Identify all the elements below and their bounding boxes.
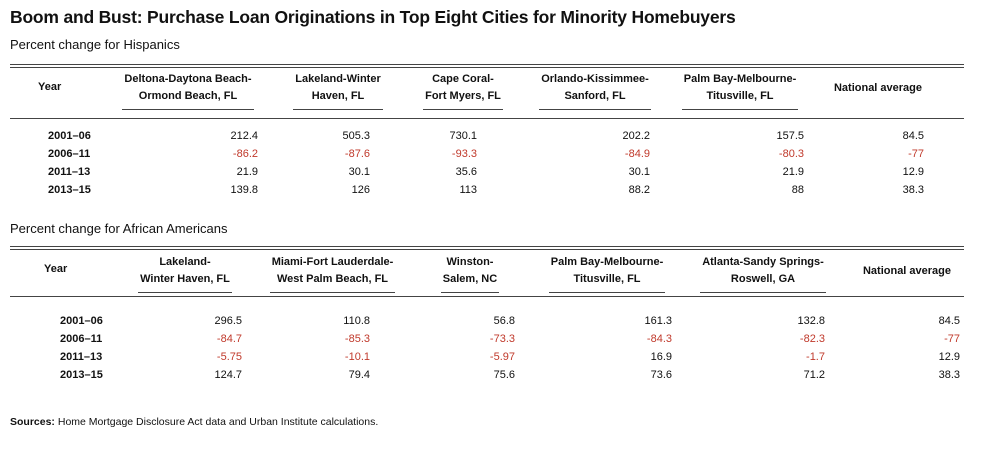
table1-cell: 12.9 (902, 166, 924, 178)
table1-year-header: Year (38, 81, 62, 93)
table1-col-header-6: National average (833, 82, 923, 94)
table1-cell: 202.2 (622, 130, 650, 142)
table1-cell: 35.6 (455, 166, 477, 178)
table2-cell: 296.5 (214, 315, 242, 327)
table1-col-header-2: Lakeland-Winter Haven, FL (278, 71, 398, 110)
table2-col-header-4: Palm Bay-Melbourne- Titusville, FL (537, 254, 677, 293)
table1-cell: -93.3 (451, 148, 477, 160)
table1-cell: -77 (908, 148, 924, 160)
table1-cell: -80.3 (778, 148, 804, 160)
table1-cell: -87.6 (344, 148, 370, 160)
table2-cell: -77 (944, 333, 960, 345)
table2-col-header-3: Winston- Salem, NC (415, 254, 525, 293)
sources-note: Sources: Home Mortgage Disclosure Act da… (10, 416, 378, 428)
table1-col-header-4: Orlando-Kissimmee- Sanford, FL (525, 71, 665, 110)
table1-cell: -84.9 (624, 148, 650, 160)
table1-col-header-3: Cape Coral- Fort Myers, FL (408, 71, 518, 110)
table1-cell: 84.5 (902, 130, 924, 142)
table2-year-cell: 2001–06 (60, 315, 103, 327)
table2-cell: -84.3 (646, 333, 672, 345)
table2-year-cell: 2006–11 (60, 333, 103, 345)
sources-label: Sources: (10, 416, 55, 428)
table2-cell: -5.75 (216, 351, 242, 363)
table1-cell: 126 (351, 184, 370, 196)
table1-year-cell: 2013–15 (48, 184, 91, 196)
table1-cell: 38.3 (902, 184, 924, 196)
table2-cell: 132.8 (797, 315, 825, 327)
table2-cell: 56.8 (493, 315, 515, 327)
table1-cell: 30.1 (348, 166, 370, 178)
table2-cell: 110.8 (343, 315, 370, 327)
table2-cell: 12.9 (938, 351, 960, 363)
table1-cell: 21.9 (782, 166, 804, 178)
table2-subtitle: Percent change for African Americans (10, 221, 228, 236)
table1-subtitle: Percent change for Hispanics (10, 37, 180, 52)
table2-col-header-6: National average (862, 265, 952, 277)
table2-cell: 79.4 (348, 369, 370, 381)
table1-year-cell: 2001–06 (48, 130, 91, 142)
table1-cell: 139.8 (230, 184, 258, 196)
table1-cell: 88.2 (628, 184, 650, 196)
table2-top-rule (10, 246, 964, 250)
table2-cell: 38.3 (938, 369, 960, 381)
table2-cell: 71.2 (803, 369, 825, 381)
table1-year-cell: 2006–11 (48, 148, 91, 160)
table2-cell: 75.6 (493, 369, 515, 381)
table1-cell: 505.3 (342, 130, 370, 142)
table1-col-header-5: Palm Bay-Melbourne- Titusville, FL (670, 71, 810, 110)
sources-text: Home Mortgage Disclosure Act data and Ur… (54, 416, 379, 428)
table2-year-header: Year (44, 263, 68, 275)
table2-cell: 16.9 (650, 351, 672, 363)
table2-cell: -85.3 (344, 333, 370, 345)
table2-cell: -5.97 (489, 351, 515, 363)
table2-year-cell: 2011–13 (60, 351, 103, 363)
table1-cell: 730.1 (449, 130, 477, 142)
table2-header-rule (10, 296, 964, 297)
page-title: Boom and Bust: Purchase Loan Origination… (10, 7, 736, 27)
table2-cell: 84.5 (938, 315, 960, 327)
table2-cell: -1.7 (806, 351, 825, 363)
table1-cell: 212.4 (230, 130, 258, 142)
table2-year-cell: 2013–15 (60, 369, 103, 381)
table1-header-rule (10, 118, 964, 119)
table1-year-cell: 2011–13 (48, 166, 91, 178)
table2-cell: 124.7 (214, 369, 242, 381)
table1-cell: 21.9 (236, 166, 258, 178)
table1-cell: 113 (459, 184, 477, 196)
table2-cell: 161.3 (644, 315, 672, 327)
table2-cell: -84.7 (216, 333, 242, 345)
table2-cell: 73.6 (650, 369, 672, 381)
table2-col-header-1: Lakeland- Winter Haven, FL (120, 254, 250, 293)
table1-cell: 157.5 (776, 130, 804, 142)
table2-cell: -10.1 (344, 351, 370, 363)
table1-top-rule (10, 64, 964, 68)
table2-cell: -82.3 (799, 333, 825, 345)
table1-col-header-1: Deltona-Daytona Beach- Ormond Beach, FL (108, 71, 268, 110)
table2-col-header-5: Atlanta-Sandy Springs- Roswell, GA (683, 254, 843, 293)
table2-col-header-2: Miami-Fort Lauderdale- West Palm Beach, F… (255, 254, 410, 293)
table1-cell: -86.2 (232, 148, 258, 160)
table2-cell: -73.3 (489, 333, 515, 345)
table1-cell: 88 (791, 184, 804, 196)
table1-cell: 30.1 (628, 166, 650, 178)
